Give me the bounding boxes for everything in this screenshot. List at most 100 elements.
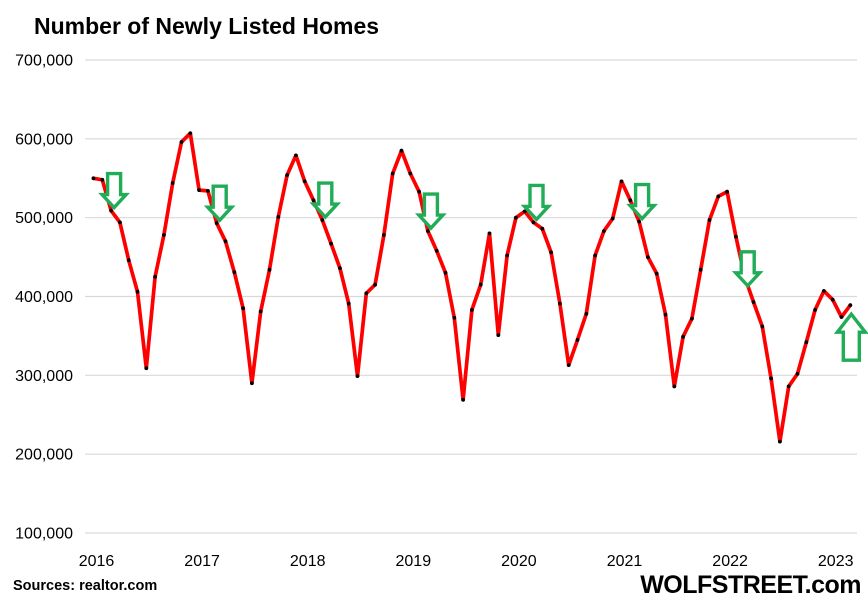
data-point-marker bbox=[434, 248, 439, 253]
y-axis-tick-label: 100,000 bbox=[15, 526, 73, 543]
data-point-marker bbox=[144, 366, 149, 371]
data-point-marker bbox=[223, 239, 228, 244]
data-point-marker bbox=[355, 374, 360, 378]
gridlines bbox=[85, 59, 857, 534]
data-point-marker bbox=[549, 250, 553, 255]
data-point-marker bbox=[364, 291, 369, 296]
data-point-marker bbox=[390, 171, 395, 176]
data-point-marker bbox=[690, 316, 694, 321]
data-point-marker bbox=[470, 308, 474, 312]
september-down-arrow bbox=[731, 250, 764, 289]
data-point-marker bbox=[593, 253, 597, 258]
data-point-marker bbox=[109, 208, 113, 213]
data-point-marker bbox=[698, 267, 703, 272]
data-point-marker bbox=[751, 300, 756, 304]
data-point-marker bbox=[346, 301, 351, 306]
data-point-marker bbox=[628, 198, 633, 203]
data-point-marker bbox=[804, 340, 809, 345]
x-axis-labels: 2016 2017 2018 2019 2020 2021 2022 2023 bbox=[79, 553, 854, 570]
september-down-arrow bbox=[520, 183, 553, 222]
data-point-marker bbox=[267, 267, 272, 272]
data-point-marker bbox=[408, 171, 413, 176]
data-point-marker bbox=[179, 140, 184, 144]
y-axis-tick-label: 700,000 bbox=[15, 53, 73, 70]
september-down-arrow bbox=[626, 182, 658, 222]
data-point-marker bbox=[558, 301, 562, 306]
data-point-marker bbox=[716, 194, 721, 199]
data-point-marker bbox=[848, 303, 853, 308]
chart-title: Number of Newly Listed Homes bbox=[34, 13, 380, 39]
data-point-marker bbox=[681, 334, 685, 339]
data-point-marker bbox=[170, 181, 175, 185]
y-axis-tick-label: 600,000 bbox=[15, 131, 73, 148]
data-point-marker bbox=[426, 229, 430, 234]
data-point-marker bbox=[778, 439, 782, 444]
data-point-marker bbox=[575, 338, 580, 342]
x-axis-tick-label: 2020 bbox=[501, 553, 537, 570]
y-axis-tick-label: 300,000 bbox=[15, 368, 73, 385]
data-point-marker bbox=[637, 219, 641, 224]
data-point-marker bbox=[302, 179, 307, 184]
data-line bbox=[91, 131, 853, 444]
data-point-marker bbox=[478, 282, 483, 287]
data-point-marker bbox=[373, 282, 377, 287]
data-point-marker bbox=[531, 220, 536, 225]
data-point-marker bbox=[663, 312, 668, 317]
data-point-marker bbox=[443, 270, 448, 275]
data-point-marker bbox=[91, 176, 96, 181]
y-axis-tick-label: 200,000 bbox=[15, 447, 73, 464]
data-point-marker bbox=[610, 216, 615, 221]
data-point-marker bbox=[452, 315, 457, 320]
data-point-marker bbox=[830, 297, 835, 302]
data-point-marker bbox=[188, 131, 193, 136]
data-point-marker bbox=[540, 226, 545, 231]
data-point-marker bbox=[214, 221, 219, 226]
data-point-marker bbox=[241, 306, 246, 311]
september-down-arrow bbox=[415, 192, 447, 231]
data-point-marker bbox=[126, 258, 131, 263]
september-down-arrow bbox=[309, 181, 342, 220]
data-point-marker bbox=[100, 177, 105, 182]
data-point-marker bbox=[769, 376, 773, 381]
data-point-marker bbox=[487, 231, 492, 236]
x-axis-tick-label: 2022 bbox=[712, 553, 748, 570]
data-point-marker bbox=[153, 274, 158, 279]
data-point-marker bbox=[822, 289, 826, 293]
data-point-marker bbox=[197, 188, 202, 193]
data-point-marker bbox=[725, 189, 729, 194]
source-note: Sources: realtor.com bbox=[13, 578, 158, 594]
data-point-marker bbox=[496, 333, 501, 337]
data-point-marker bbox=[584, 311, 589, 316]
data-point-marker bbox=[522, 209, 527, 214]
data-point-marker bbox=[461, 397, 465, 402]
data-point-marker bbox=[311, 198, 316, 203]
y-axis-tick-label: 400,000 bbox=[15, 289, 73, 306]
data-point-marker bbox=[505, 253, 509, 258]
data-point-marker bbox=[786, 384, 791, 389]
data-point-marker bbox=[250, 381, 254, 386]
data-point-marker bbox=[399, 148, 404, 153]
x-axis-tick-label: 2016 bbox=[79, 553, 115, 570]
data-point-marker bbox=[813, 308, 817, 312]
data-point-marker bbox=[338, 266, 342, 270]
x-axis-tick-label: 2018 bbox=[290, 553, 326, 570]
data-point-marker bbox=[382, 233, 386, 237]
data-point-marker bbox=[285, 173, 289, 178]
data-point-marker bbox=[734, 234, 738, 239]
data-point-marker bbox=[276, 215, 281, 219]
data-point-marker bbox=[118, 220, 122, 225]
data-point-marker bbox=[232, 270, 237, 274]
y-axis-labels: 100,000 200,000 300,000 400,000 500,000 600,0… bbox=[15, 53, 73, 543]
data-point-marker bbox=[417, 189, 421, 194]
data-point-marker bbox=[707, 218, 712, 222]
data-point-marker bbox=[672, 384, 677, 389]
data-point-marker bbox=[320, 218, 325, 222]
x-axis-tick-label: 2023 bbox=[818, 553, 854, 570]
x-axis-tick-label: 2019 bbox=[396, 553, 432, 570]
data-point-marker bbox=[206, 189, 210, 193]
data-point-marker bbox=[514, 215, 518, 220]
wolfstreet-logo: WOLFSTREET.com bbox=[640, 571, 861, 599]
data-point-marker bbox=[329, 241, 333, 246]
september-down-arrow bbox=[203, 184, 236, 223]
y-axis-tick-label: 500,000 bbox=[15, 210, 73, 227]
